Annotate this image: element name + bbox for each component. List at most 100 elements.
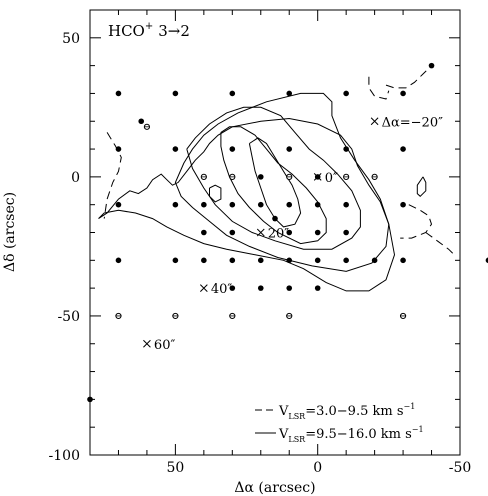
legend: VLSR=3.0−9.5 km s−1 VLSR=9.5−16.0 km s−1 bbox=[255, 402, 424, 444]
x-axis-label: Δα (arcsec) bbox=[234, 480, 315, 496]
point-filled-3 bbox=[286, 90, 293, 97]
point-filled-5 bbox=[400, 90, 406, 97]
legend-label-solid: VLSR=9.5−16.0 km s−1 bbox=[278, 425, 424, 444]
point-filled-37 bbox=[400, 257, 406, 264]
y-tick-label-2: -50 bbox=[57, 309, 80, 325]
data-points bbox=[87, 62, 488, 403]
dashed-contours bbox=[103, 68, 455, 256]
contour-dashed-4 bbox=[425, 232, 455, 256]
point-filled-6 bbox=[115, 146, 122, 152]
point-filled-38 bbox=[229, 285, 236, 291]
point-open-2 bbox=[286, 173, 293, 180]
point-open-5 bbox=[115, 312, 122, 320]
contour-solid-0 bbox=[98, 117, 396, 292]
point-filled-35 bbox=[343, 257, 349, 264]
point-filled-30 bbox=[201, 257, 207, 264]
contour-solid-4 bbox=[248, 137, 302, 228]
point-filled-8 bbox=[229, 146, 236, 152]
point-filled-43 bbox=[428, 62, 435, 69]
contour-dashed-0 bbox=[103, 132, 122, 219]
solid-contours bbox=[98, 92, 427, 292]
point-filled-33 bbox=[286, 257, 293, 264]
point-filled-41 bbox=[314, 285, 321, 291]
y-tick-label-0: 50 bbox=[62, 31, 80, 47]
point-filled-16 bbox=[201, 201, 207, 208]
point-filled-0 bbox=[115, 90, 122, 97]
legend-label-dashed: VLSR=3.0−9.5 km s−1 bbox=[278, 402, 415, 421]
point-filled-12 bbox=[257, 174, 264, 180]
point-open-6 bbox=[172, 312, 179, 320]
marker-cross-1 bbox=[313, 173, 322, 181]
point-open-1 bbox=[229, 173, 236, 180]
marker-label-2: 20″ bbox=[268, 227, 290, 242]
point-filled-34 bbox=[314, 257, 321, 264]
point-filled-27 bbox=[343, 229, 349, 236]
point-filled-7 bbox=[172, 146, 179, 152]
point-open-10 bbox=[143, 123, 151, 130]
point-filled-4 bbox=[343, 90, 349, 97]
axis-ticks: 50 0 -50 50 0 -50 -100 bbox=[49, 9, 472, 476]
y-axis-label: Δδ (arcsec) bbox=[2, 192, 18, 272]
contour-dashed-2 bbox=[385, 68, 430, 89]
point-filled-26 bbox=[314, 229, 321, 236]
point-filled-11 bbox=[400, 146, 406, 152]
point-filled-2 bbox=[229, 90, 236, 97]
marker-label-3: 40″ bbox=[211, 282, 233, 297]
x-tick-label-1: 0 bbox=[313, 460, 322, 476]
point-filled-15 bbox=[172, 201, 179, 208]
point-filled-23 bbox=[201, 229, 207, 236]
contour-solid-3 bbox=[220, 126, 327, 245]
point-filled-39 bbox=[257, 285, 264, 291]
point-filled-44 bbox=[272, 215, 278, 222]
contour-solid-6 bbox=[416, 176, 427, 197]
point-filled-45 bbox=[485, 257, 488, 264]
marker-label-1: 0″ bbox=[325, 171, 338, 186]
point-open-4 bbox=[371, 173, 378, 180]
point-filled-21 bbox=[343, 201, 349, 208]
point-filled-36 bbox=[371, 257, 378, 264]
chart-title-suffix: 3→2 bbox=[158, 22, 190, 40]
x-tick-label-2: -50 bbox=[449, 460, 472, 476]
point-filled-18 bbox=[257, 201, 264, 208]
marker-cross-3 bbox=[199, 284, 208, 292]
point-filled-31 bbox=[229, 257, 236, 264]
contour-dashed-3 bbox=[400, 204, 433, 239]
point-filled-9 bbox=[286, 146, 293, 152]
y-tick-label-1: 0 bbox=[71, 170, 80, 186]
chart-title: HCO+ 3→2 bbox=[108, 21, 190, 40]
marker-cross-4 bbox=[143, 339, 151, 348]
point-open-0 bbox=[200, 173, 207, 180]
marker-label-4: 60″ bbox=[154, 338, 176, 353]
contour-solid-5 bbox=[209, 184, 222, 203]
point-open-8 bbox=[286, 312, 293, 320]
point-filled-19 bbox=[286, 201, 293, 208]
point-filled-20 bbox=[314, 201, 321, 208]
point-filled-29 bbox=[172, 257, 179, 264]
point-filled-28 bbox=[115, 257, 122, 264]
point-filled-25 bbox=[286, 229, 293, 236]
contour-solid-2 bbox=[186, 106, 361, 250]
y-tick-label-3: -100 bbox=[49, 448, 80, 464]
point-open-3 bbox=[343, 173, 350, 180]
contour-solid-1 bbox=[174, 92, 390, 272]
marker-cross-0 bbox=[370, 117, 379, 126]
point-open-7 bbox=[229, 312, 236, 320]
point-open-9 bbox=[399, 312, 407, 320]
point-filled-32 bbox=[257, 257, 264, 264]
chart-title-sup: + bbox=[145, 21, 153, 32]
point-filled-40 bbox=[286, 285, 293, 291]
contour-dashed-1 bbox=[368, 76, 390, 100]
point-filled-17 bbox=[229, 201, 236, 208]
point-filled-24 bbox=[229, 229, 236, 236]
position-markers: Δα=−20″ 0″ 20″ 40″ 60″ bbox=[143, 115, 443, 353]
point-filled-1 bbox=[172, 90, 179, 97]
marker-label-0: Δα=−20″ bbox=[382, 115, 443, 130]
point-filled-14 bbox=[115, 201, 122, 208]
x-tick-label-0: 50 bbox=[166, 460, 184, 476]
point-filled-10 bbox=[343, 146, 349, 152]
marker-cross-2 bbox=[256, 228, 265, 237]
point-filled-22 bbox=[400, 201, 406, 208]
chart-title-main: HCO bbox=[108, 22, 145, 40]
point-filled-42 bbox=[138, 118, 145, 125]
